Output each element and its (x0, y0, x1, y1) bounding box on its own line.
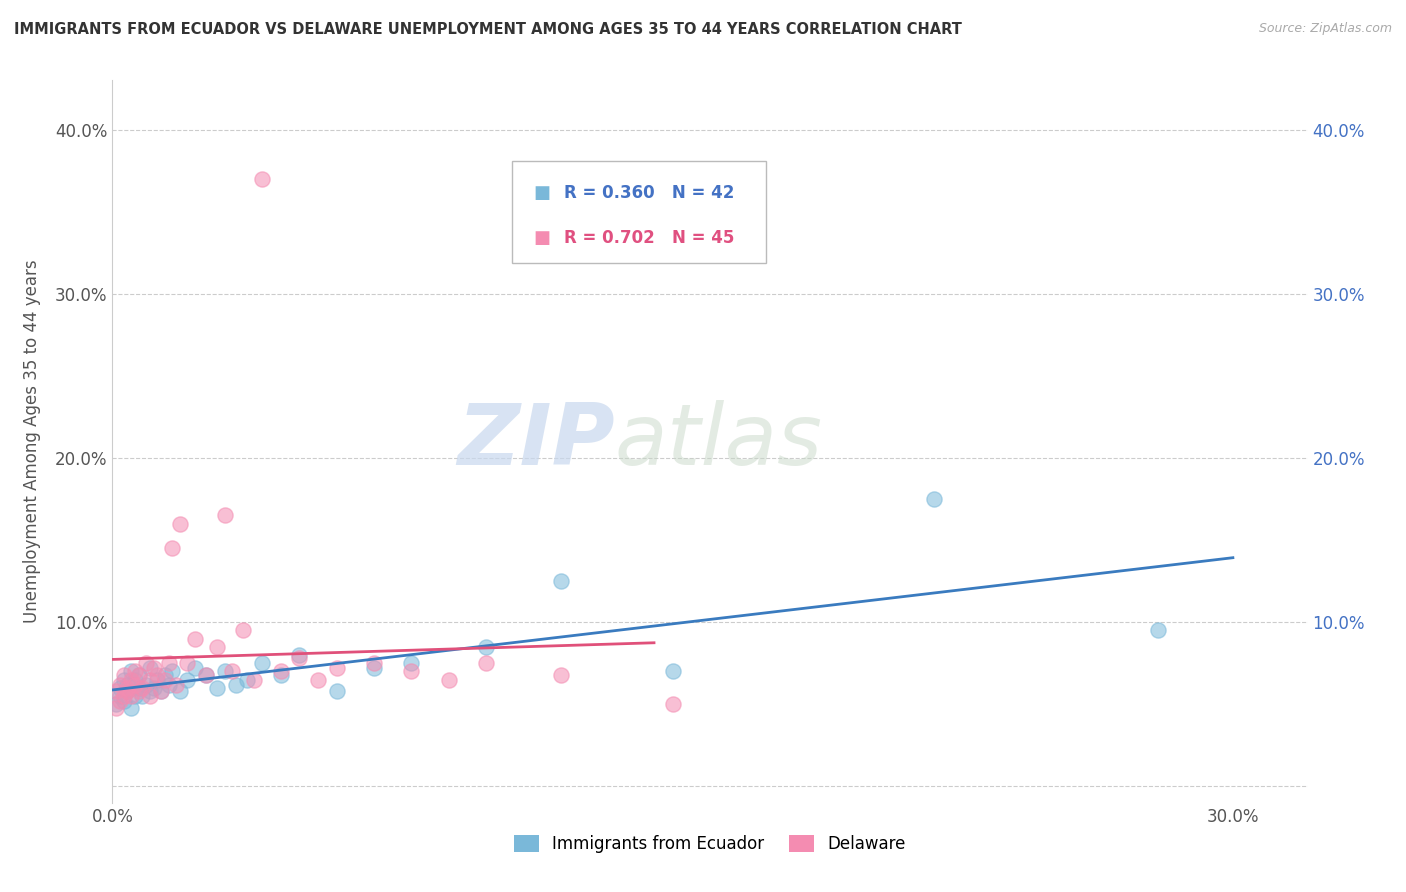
Point (117, 684, 139, 698)
Point (128, 667, 150, 681)
Text: R = 0.702   N = 45: R = 0.702 N = 45 (564, 228, 734, 247)
Point (124, 665, 146, 679)
Text: R = 0.360   N = 42: R = 0.360 N = 42 (564, 185, 734, 202)
Point (117, 681, 139, 695)
Legend: Immigrants from Ecuador, Delaware: Immigrants from Ecuador, Delaware (508, 828, 912, 860)
Point (550, 667, 572, 681)
Point (108, 677, 131, 691)
Point (135, 677, 157, 691)
Y-axis label: Unemployment Among Ages 35 to 44 years: Unemployment Among Ages 35 to 44 years (24, 260, 41, 624)
Point (153, 667, 176, 681)
Point (120, 689, 142, 703)
Point (194, 667, 217, 681)
Point (169, 684, 191, 698)
Text: atlas: atlas (614, 400, 823, 483)
Point (288, 651, 311, 665)
Point (112, 694, 135, 708)
Point (139, 661, 162, 675)
Point (139, 689, 162, 703)
Point (1147, 624, 1170, 638)
Point (139, 684, 162, 698)
Text: ■: ■ (533, 228, 550, 247)
Point (307, 673, 329, 687)
Point (120, 673, 142, 687)
Point (112, 667, 135, 681)
Point (236, 673, 259, 687)
Point (205, 640, 228, 654)
Point (325, 684, 347, 698)
Point (120, 665, 142, 679)
Point (165, 677, 187, 691)
Text: IMMIGRANTS FROM ECUADOR VS DELAWARE UNEMPLOYMENT AMONG AGES 35 TO 44 YEARS CORRE: IMMIGRANTS FROM ECUADOR VS DELAWARE UNEM… (14, 22, 962, 37)
Point (146, 673, 169, 687)
Point (112, 689, 135, 703)
Point (124, 677, 146, 691)
Point (325, 661, 347, 675)
Point (550, 574, 572, 588)
Point (214, 508, 236, 523)
Point (169, 516, 191, 531)
Point (401, 665, 423, 679)
Point (475, 657, 498, 671)
Point (176, 673, 198, 687)
Point (105, 700, 128, 714)
Point (225, 677, 247, 691)
Point (108, 681, 131, 695)
Point (270, 667, 292, 681)
Point (183, 661, 205, 675)
Point (142, 661, 165, 675)
Point (117, 677, 139, 691)
Point (162, 665, 183, 679)
Point (176, 657, 198, 671)
Point (112, 673, 135, 687)
Point (243, 673, 266, 687)
Point (157, 677, 180, 691)
Point (124, 689, 146, 703)
Point (142, 681, 165, 695)
Point (363, 661, 385, 675)
Point (153, 673, 176, 687)
Point (270, 665, 292, 679)
Point (194, 667, 217, 681)
Point (288, 648, 311, 662)
Point (117, 684, 139, 698)
Point (105, 684, 128, 698)
Point (128, 681, 150, 695)
Point (363, 657, 385, 671)
Point (131, 681, 153, 695)
Point (128, 667, 150, 681)
Point (108, 694, 131, 708)
Point (146, 667, 169, 681)
Point (221, 665, 243, 679)
Text: ■: ■ (533, 185, 550, 202)
Point (162, 541, 183, 556)
Point (128, 684, 150, 698)
Point (922, 491, 945, 506)
Point (131, 689, 153, 703)
Point (661, 665, 683, 679)
Point (135, 657, 157, 671)
Point (250, 657, 273, 671)
Point (661, 698, 683, 712)
Point (139, 673, 162, 687)
Point (232, 624, 254, 638)
Point (157, 657, 180, 671)
Point (401, 657, 423, 671)
Point (214, 665, 236, 679)
Point (120, 700, 142, 714)
Text: Source: ZipAtlas.com: Source: ZipAtlas.com (1258, 22, 1392, 36)
Point (437, 673, 460, 687)
Text: ZIP: ZIP (457, 400, 614, 483)
Point (108, 689, 131, 703)
Point (183, 632, 205, 646)
Point (150, 684, 173, 698)
Point (475, 640, 498, 654)
Point (205, 681, 228, 695)
Point (250, 171, 273, 186)
Point (105, 698, 128, 712)
Point (124, 673, 146, 687)
Point (150, 684, 173, 698)
